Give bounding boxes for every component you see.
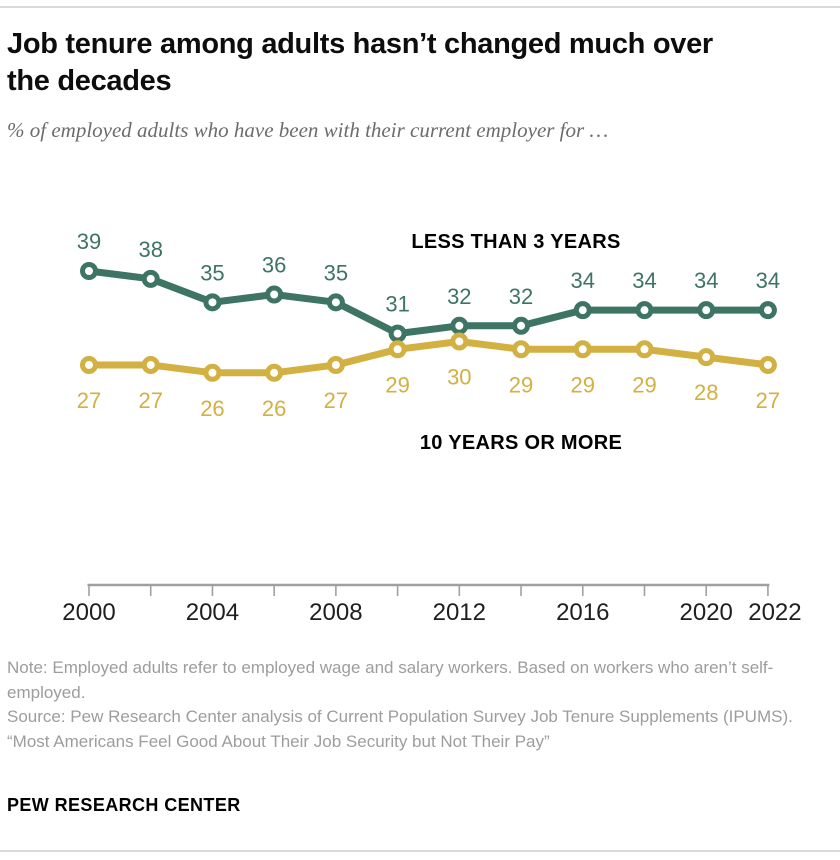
report-title: “Most Americans Feel Good About Their Jo… — [7, 731, 550, 751]
value-label: 26 — [262, 396, 286, 421]
data-point-marker — [512, 316, 531, 335]
value-label: 27 — [324, 388, 348, 413]
value-label: 34 — [756, 268, 780, 293]
data-point-marker — [697, 348, 716, 367]
value-label: 27 — [138, 388, 162, 413]
value-label: 28 — [694, 380, 718, 405]
chart-title-line2: the decades — [7, 65, 172, 97]
data-point-marker — [450, 316, 469, 335]
data-point-marker — [141, 269, 160, 288]
value-label: 34 — [694, 268, 718, 293]
value-label: 29 — [385, 372, 409, 397]
x-axis-label: 2016 — [556, 599, 609, 626]
data-point-marker — [203, 363, 222, 382]
data-point-marker — [326, 293, 345, 312]
data-point-marker — [265, 285, 284, 304]
top-divider — [0, 6, 840, 8]
line-chart: 2000 2004 2008 2012 2016 2020 2022 39 38 35 36 35 31… — [62, 229, 801, 626]
data-point-marker — [512, 340, 531, 359]
value-label: 34 — [632, 268, 656, 293]
source-text: Source: Pew Research Center analysis of … — [7, 707, 793, 726]
x-axis-label: 2012 — [433, 599, 486, 626]
value-label: 35 — [200, 260, 224, 285]
chart-subtitle: % of employed adults who have been with … — [7, 118, 609, 142]
value-label: 26 — [200, 396, 224, 421]
data-point-marker — [326, 355, 345, 374]
value-label: 34 — [571, 268, 595, 293]
data-point-marker — [203, 293, 222, 312]
note-text: Note: Employed adults refer to employed … — [7, 658, 774, 702]
series-name-label: LESS THAN 3 YEARS — [411, 231, 620, 253]
series-name-label: 10 YEARS OR MORE — [420, 432, 622, 454]
data-point-marker — [758, 355, 777, 374]
value-label: 39 — [77, 229, 101, 254]
x-axis-label: 2004 — [186, 599, 239, 626]
chart-title: Job tenure among adults hasn’t changed m… — [7, 26, 807, 100]
data-point-marker — [265, 363, 284, 382]
data-point-marker — [80, 262, 98, 280]
data-point-marker — [697, 301, 716, 320]
value-label: 29 — [632, 372, 656, 397]
x-axis-label: 2020 — [680, 599, 733, 626]
value-label: 32 — [447, 284, 471, 309]
data-point-marker — [635, 301, 654, 320]
value-label: 31 — [385, 292, 409, 317]
value-label: 36 — [262, 252, 286, 277]
data-point-marker — [141, 355, 160, 374]
data-point-marker — [573, 301, 592, 320]
data-point-marker — [573, 340, 592, 359]
brand-pew-research-center: PEW RESEARCH CENTER — [7, 795, 241, 815]
value-label: 38 — [138, 237, 162, 262]
data-point-marker — [388, 324, 407, 343]
data-point-marker — [388, 340, 407, 359]
x-axis-label: 2000 — [62, 599, 115, 626]
x-axis-label: 2008 — [309, 599, 362, 626]
value-label: 27 — [756, 388, 780, 413]
data-point-marker — [758, 301, 777, 320]
series-line — [85, 337, 772, 377]
x-axis-label: 2022 — [748, 599, 801, 626]
value-label: 30 — [447, 364, 471, 389]
value-label: 27 — [77, 388, 101, 413]
value-label: 35 — [324, 260, 348, 285]
data-point-marker — [450, 332, 469, 351]
bottom-divider — [0, 850, 840, 852]
value-label: 29 — [571, 372, 595, 397]
value-label: 29 — [509, 372, 533, 397]
data-point-marker — [80, 355, 98, 374]
value-label: 32 — [509, 284, 533, 309]
chart-title-line1: Job tenure among adults hasn’t changed m… — [7, 28, 713, 60]
data-point-marker — [635, 340, 654, 359]
chart-notes: Note: Employed adults refer to employed … — [7, 656, 799, 754]
series-line — [85, 267, 772, 338]
